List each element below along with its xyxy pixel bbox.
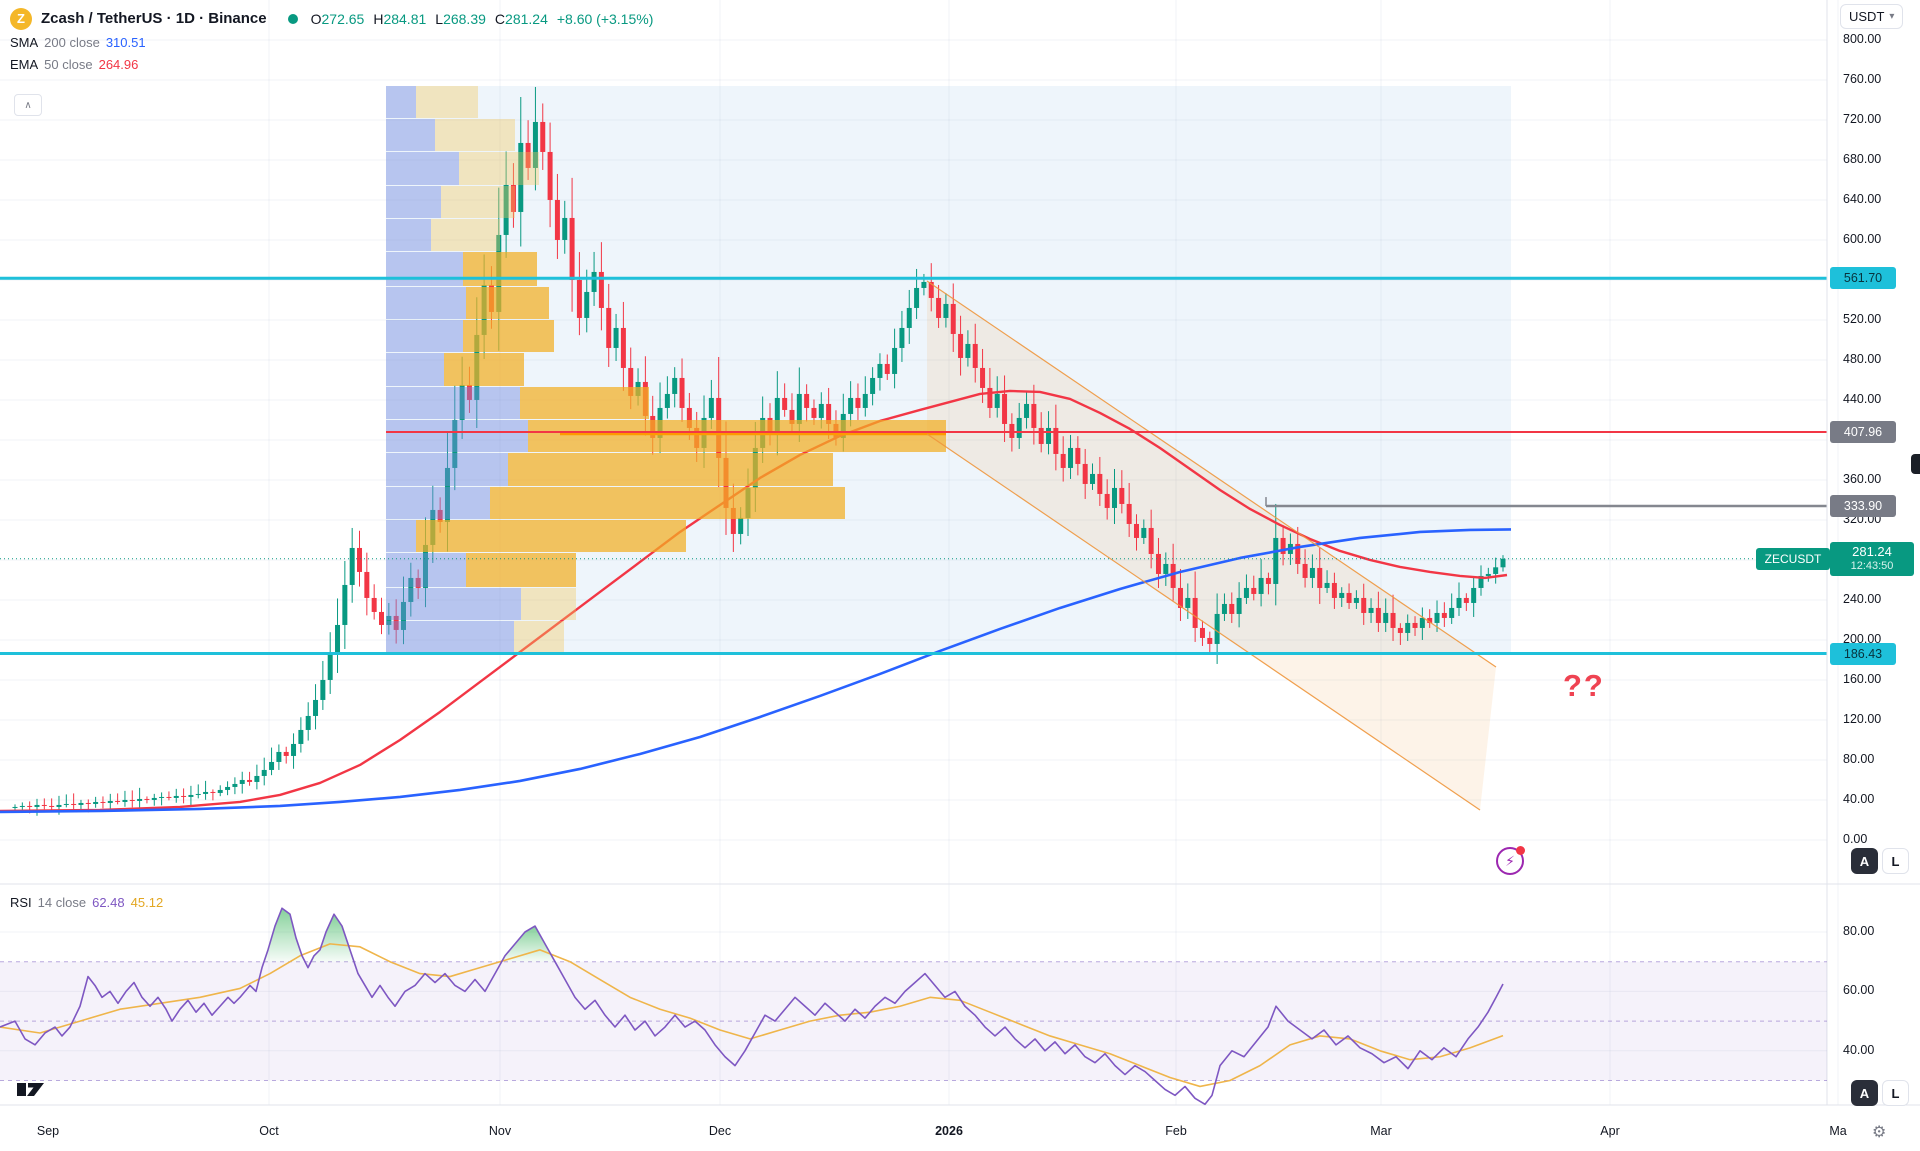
time-tick-2026: 2026 [935, 1124, 963, 1138]
main-scale-buttons: A L [1851, 848, 1909, 874]
change-value: +8.60 (+3.15%) [556, 10, 654, 27]
rsi-ma-value: 45.12 [130, 894, 164, 910]
descending-channel-fill [927, 281, 1496, 810]
open-label: O [310, 10, 322, 27]
chevron-down-icon: ▾ [1889, 11, 1895, 22]
lightning-marker-icon[interactable]: ⚡ [1496, 846, 1525, 875]
rsi-ma-line [0, 943, 1504, 1088]
price-tick-480: 480.00 [1843, 351, 1882, 366]
market-status-dot-icon [287, 13, 298, 24]
close-label: C [494, 10, 506, 27]
notification-dot [1516, 846, 1525, 855]
rsi-params: 14 close [37, 894, 87, 910]
time-tick-Dec: Dec [708, 1124, 732, 1138]
price-tick-160: 160.00 [1843, 671, 1882, 686]
resistance-price-badge: 561.70 [1830, 267, 1896, 290]
low-label: L [435, 10, 444, 27]
lightning-glyph: ⚡ [1505, 852, 1515, 869]
time-tick-Nov: Nov [488, 1124, 512, 1138]
price-tick-80: 80.00 [1843, 751, 1875, 766]
log-scale-button[interactable]: L [1882, 848, 1909, 874]
tradingview-logo[interactable] [16, 1078, 46, 1105]
channel-lower-line [926, 433, 1481, 811]
sma-value: 310.51 [105, 34, 146, 50]
rsi-value: 62.48 [92, 894, 125, 910]
ema-params: 50 close [44, 56, 93, 72]
time-tick-Feb: Feb [1165, 1124, 1187, 1138]
auto-scale-button[interactable]: A [1851, 848, 1878, 874]
ray-price-badge: 333.90 [1830, 495, 1896, 518]
time-tick-Sep: Sep [36, 1124, 60, 1138]
time-tick-Ma: Ma [1829, 1124, 1847, 1138]
ema-indicator-row[interactable]: EMA 50 close 264.96 [10, 53, 653, 75]
time-tick-Mar: Mar [1370, 1124, 1392, 1138]
price-tick-520: 520.00 [1843, 311, 1882, 326]
price-tick-600: 600.00 [1843, 231, 1882, 246]
collapse-legend-button[interactable]: ∧ [14, 94, 42, 116]
bar-countdown: 12:43:50 [1850, 559, 1894, 572]
rsi-tick-60: 60.00 [1843, 983, 1875, 998]
price-tick-720: 720.00 [1843, 111, 1882, 126]
last-price-value: 281.24 [1852, 543, 1892, 559]
rsi-tick-80: 80.00 [1843, 924, 1875, 938]
price-tick-240: 240.00 [1843, 591, 1882, 606]
channel-upper-line [926, 280, 1497, 668]
price-tick-680: 680.00 [1843, 151, 1882, 166]
currency-label: USDT [1849, 9, 1885, 24]
close-value: 281.24 [505, 10, 548, 27]
ohlc-values: O272.65 H284.81 L268.39 C281.24 +8.60 (+… [311, 11, 654, 27]
last-price-badge: 281.24 12:43:50 [1830, 541, 1914, 576]
high-value: 284.81 [383, 10, 427, 27]
open-value: 272.65 [321, 10, 365, 27]
rsi-tick-40: 40.00 [1843, 1042, 1875, 1057]
price-tick-800: 800.00 [1843, 31, 1882, 46]
price-tick-760: 760.00 [1843, 71, 1882, 86]
ema-label: EMA [10, 56, 39, 72]
edge-marker [1911, 454, 1920, 474]
rsi-scale-buttons: A L [1851, 1080, 1909, 1106]
high-label: H [373, 10, 384, 27]
mid-price-badge: 407.96 [1830, 421, 1896, 443]
time-tick-Apr: Apr [1600, 1124, 1620, 1138]
price-tick-640: 640.00 [1843, 191, 1882, 206]
low-value: 268.39 [443, 10, 486, 27]
sma-params: 200 close [44, 34, 100, 50]
sma-label: SMA [10, 34, 39, 50]
symbol-row[interactable]: Z Zcash / TetherUS · 1D · Binance O272.6… [10, 6, 653, 31]
price-tick-0: 0.00 [1843, 831, 1868, 846]
symbol-title: Zcash / TetherUS · 1D · Binance [41, 10, 267, 27]
question-marks-annotation[interactable]: ?? [1563, 668, 1605, 703]
rsi-indicator-row[interactable]: RSI 14 close 62.48 45.12 [10, 891, 163, 913]
rsi-log-scale-button[interactable]: L [1882, 1080, 1909, 1106]
ema-value: 264.96 [98, 56, 139, 72]
currency-selector-button[interactable]: USDT ▾ [1840, 4, 1904, 29]
price-tick-360: 360.00 [1843, 471, 1882, 486]
zcash-coin-icon: Z [10, 7, 32, 30]
time-tick-Oct: Oct [259, 1124, 279, 1138]
price-tick-200: 200.00 [1843, 631, 1882, 646]
gear-icon[interactable]: ⚙ [1872, 1124, 1887, 1141]
price-tick-440: 440.00 [1843, 391, 1882, 406]
rsi-overbought-fill [504, 926, 555, 962]
rsi-auto-scale-button[interactable]: A [1851, 1080, 1878, 1106]
support-price-badge: 186.43 [1830, 642, 1896, 665]
rsi-label: RSI [10, 894, 32, 910]
price-tick-40: 40.00 [1843, 791, 1875, 806]
rsi-overbought-fill [265, 908, 305, 962]
price-tick-120: 120.00 [1843, 711, 1882, 726]
sma200-line [0, 528, 1512, 814]
rsi-line [0, 907, 1504, 1106]
sma-indicator-row[interactable]: SMA 200 close 310.51 [10, 31, 653, 53]
rsi-overbought-fill [311, 914, 353, 962]
chart-legend: Z Zcash / TetherUS · 1D · Binance O272.6… [10, 6, 653, 75]
symbol-price-label-badge: ZECUSDT [1756, 547, 1830, 570]
